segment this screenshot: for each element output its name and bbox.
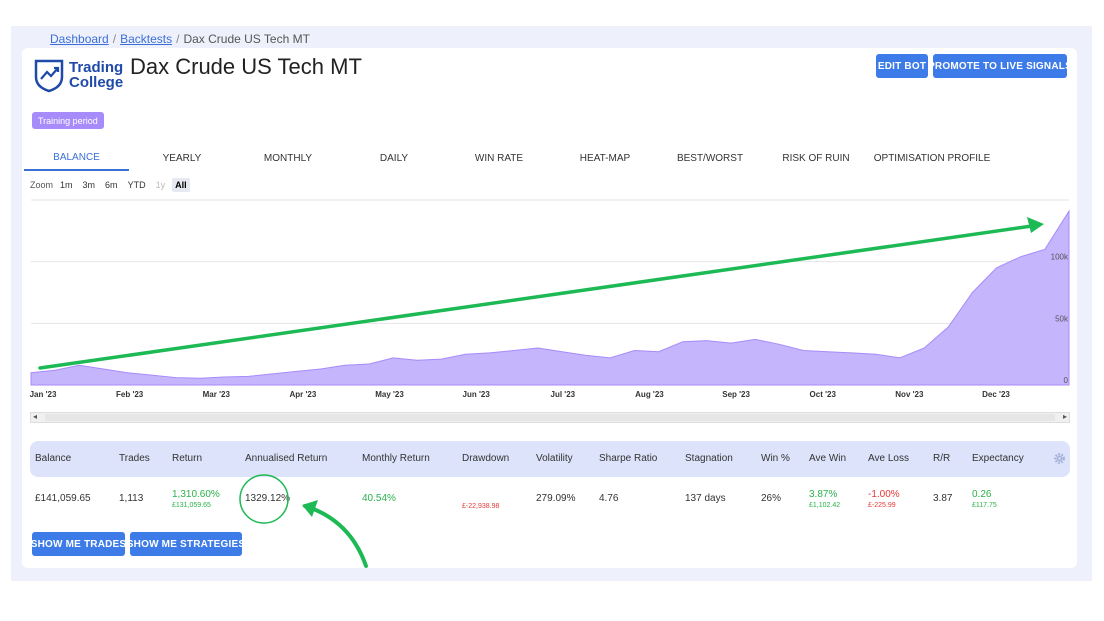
settings-gear-icon[interactable]	[1053, 452, 1066, 465]
tab-win-rate[interactable]: WIN RATE	[474, 152, 524, 164]
stats-header-bar	[30, 441, 1070, 477]
value-balance: £141,059.65	[35, 493, 91, 504]
edit-bot-button[interactable]: EDIT BOT	[876, 54, 928, 78]
scroll-left-icon[interactable]: ◂	[33, 412, 38, 421]
tab-monthly[interactable]: MONTHLY	[263, 152, 313, 164]
header-trades: Trades	[119, 453, 150, 464]
header-annualised-return: Annualised Return	[245, 453, 328, 464]
value-return-abs: £131,059.65	[172, 502, 211, 509]
scrollbar-thumb[interactable]	[45, 414, 1055, 421]
header-monthly-return: Monthly Return	[362, 453, 430, 464]
value-volatility: 279.09%	[536, 493, 576, 504]
header-drawdown: Drawdown	[462, 453, 510, 464]
zoom-1y-button: 1y	[155, 180, 166, 190]
tab-balance[interactable]: BALANCE	[24, 145, 129, 171]
zoom-ytd-button[interactable]: YTD	[127, 180, 146, 190]
header-rr: R/R	[933, 453, 951, 464]
value-stagnation: 137 days	[685, 493, 726, 504]
value-ave-loss-pct: -1.00%	[868, 489, 900, 500]
value-monthly-return: 40.54%	[362, 493, 396, 504]
breadcrumb: Dashboard / Backtests / Dax Crude US Tech MT	[50, 32, 310, 46]
header-return: Return	[172, 453, 203, 464]
breadcrumb-dashboard[interactable]: Dashboard	[50, 32, 109, 46]
value-expectancy: 0.26	[972, 489, 992, 500]
value-ave-win-abs: £1,102.42	[809, 502, 841, 509]
value-drawdown: £-22,938.98	[462, 503, 500, 510]
tab-risk-of-ruin[interactable]: RISK OF RUIN	[782, 152, 850, 164]
value-sharpe-ratio: 4.76	[599, 493, 619, 504]
logo-line-2: College	[69, 74, 124, 91]
tab-heat-map[interactable]: HEAT-MAP	[579, 152, 631, 164]
breadcrumb-backtests[interactable]: Backtests	[120, 32, 173, 46]
promote-live-signals-button[interactable]: PROMOTE TO LIVE SIGNALS	[928, 54, 1072, 78]
zoom-3m-button[interactable]: 3m	[82, 180, 96, 190]
header-ave-loss: Ave Loss	[868, 453, 909, 464]
value-expectancy-abs: £117.75	[972, 502, 997, 509]
zoom-label: Zoom	[30, 180, 54, 190]
tab-optimisation-profile[interactable]: OPTIMISATION PROFILE	[873, 152, 991, 164]
zoom-controls: Zoom 1m 3m 6m YTD 1y All	[30, 178, 190, 192]
value-ave-loss-abs: £-225.99	[868, 502, 896, 509]
show-me-trades-button[interactable]: SHOW ME TRADES	[31, 532, 126, 556]
logo-line-1: Trading	[69, 59, 124, 76]
logo-text: Trading College	[69, 60, 123, 90]
show-me-strategies-button[interactable]: SHOW ME STRATEGIES	[127, 532, 245, 556]
value-annualised-return: 1329.12%	[245, 493, 291, 504]
breadcrumb-current: Dax Crude US Tech MT	[183, 32, 310, 46]
header-win-pct: Win %	[761, 453, 790, 464]
page-title: Dax Crude US Tech MT	[130, 54, 362, 79]
value-rr: 3.87	[933, 493, 953, 504]
chart-navigator-scrollbar[interactable]: ◂ ▸	[30, 412, 1070, 423]
zoom-1m-button[interactable]: 1m	[60, 180, 73, 190]
value-return-pct: 1,310.60%	[172, 489, 220, 500]
header-ave-win: Ave Win	[809, 453, 847, 464]
training-period-badge: Training period	[32, 112, 104, 129]
scroll-right-icon[interactable]: ▸	[1062, 412, 1067, 421]
zoom-all-button[interactable]: All	[172, 178, 190, 192]
header-expectancy: Expectancy	[972, 453, 1024, 464]
tab-daily[interactable]: DAILY	[379, 152, 409, 164]
zoom-6m-button[interactable]: 6m	[105, 180, 118, 190]
value-win-pct: 26%	[761, 493, 782, 504]
header-volatility: Volatility	[536, 453, 573, 464]
value-ave-win-pct: 3.87%	[809, 489, 838, 500]
tab-best-worst[interactable]: BEST/WORST	[676, 152, 744, 164]
breadcrumb-separator: /	[176, 32, 180, 46]
value-trades: 1,113	[119, 493, 144, 504]
breadcrumb-separator: /	[112, 32, 117, 46]
header-balance: Balance	[35, 453, 72, 464]
header-stagnation: Stagnation	[685, 453, 733, 464]
header-sharpe-ratio: Sharpe Ratio	[599, 453, 658, 464]
tab-yearly[interactable]: YEARLY	[162, 152, 202, 164]
